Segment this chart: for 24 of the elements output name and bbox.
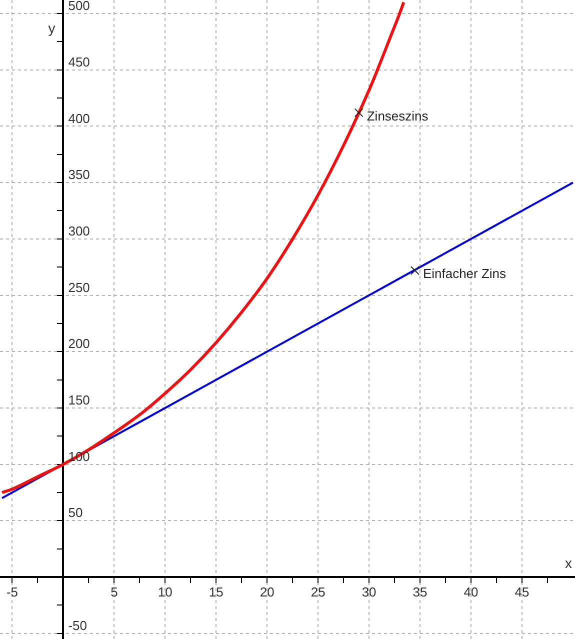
y-tick-label: 150 — [68, 392, 90, 408]
x-tick-label: -5 — [6, 584, 18, 600]
y-tick-label: 400 — [68, 110, 90, 126]
y-tick-label: -50 — [68, 618, 88, 633]
annotation: Zinseszins — [366, 108, 429, 124]
y-tick-label: 200 — [68, 336, 90, 352]
x-tick-label: 45 — [514, 584, 530, 600]
x-tick-label: 40 — [464, 584, 478, 600]
y-tick-label: 450 — [68, 54, 90, 70]
annotation: Einfacher Zins — [422, 266, 507, 282]
x-tick-label: 35 — [412, 584, 428, 600]
x-tick-label: 10 — [158, 584, 172, 600]
y-tick-label: 300 — [68, 224, 90, 238]
y-axis-title: y — [48, 20, 56, 36]
x-axis-title: x — [565, 554, 572, 571]
y-tick-label: 500 — [68, 0, 90, 14]
y-tick-label: 350 — [68, 167, 90, 182]
x-tick-label: 30 — [362, 584, 376, 600]
x-tick-label: 5 — [110, 584, 118, 600]
x-tick-label: 20 — [260, 584, 274, 600]
x-tick-label: 25 — [310, 584, 326, 600]
y-tick-label: 250 — [68, 280, 90, 295]
y-tick-label: 50 — [68, 505, 83, 520]
x-tick-label: 15 — [208, 584, 224, 600]
